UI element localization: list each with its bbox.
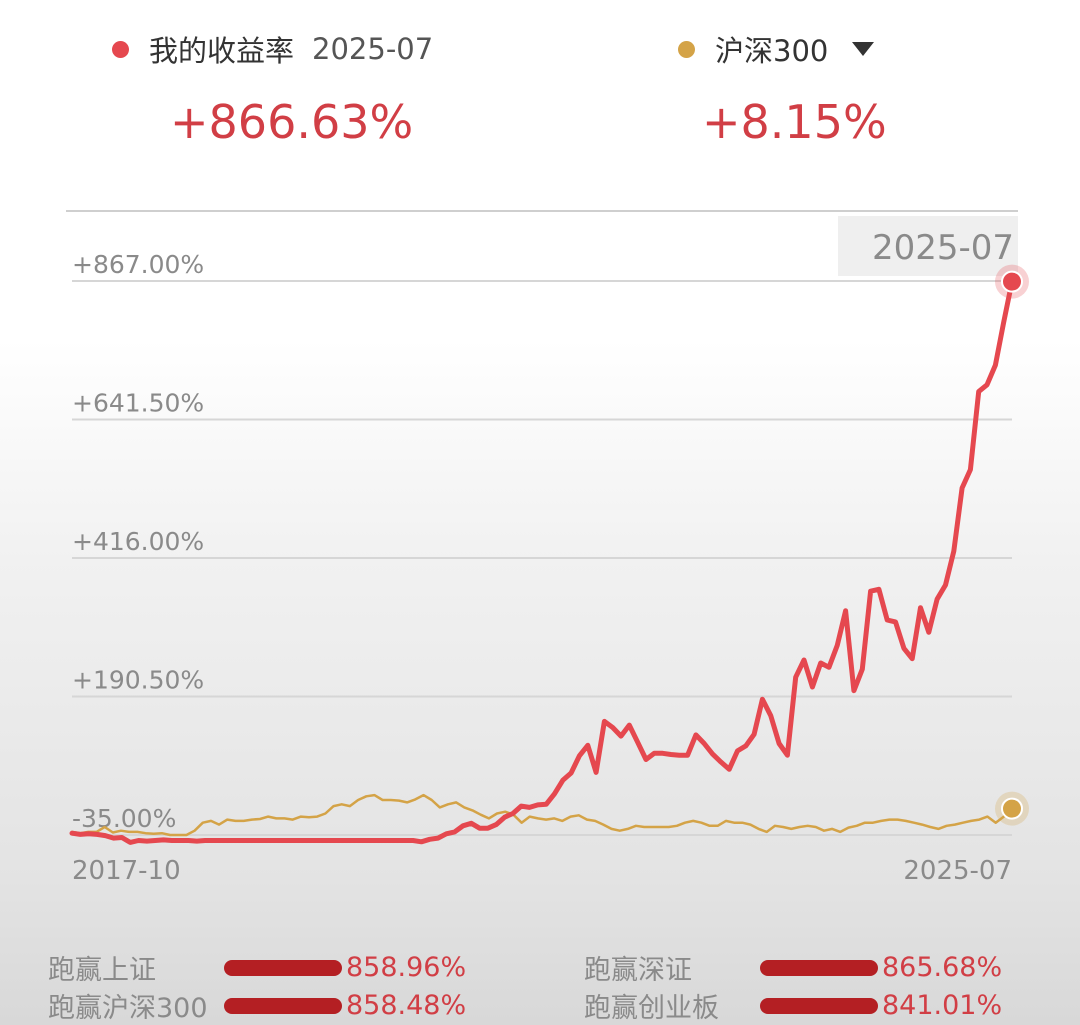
series-lines	[69, 279, 1015, 845]
compare-bar	[760, 997, 878, 1014]
benchmark-end-point	[1001, 797, 1023, 820]
y-tick-label: +867.00%	[72, 250, 204, 279]
compare-row-shenzhen: 跑赢深证 865.68%	[584, 948, 1002, 987]
compare-label: 跑赢创业板	[584, 993, 719, 1024]
x-end-label: 2025-07	[903, 856, 1012, 886]
my-return-label: 我的收益率	[149, 34, 295, 68]
my-return-end-point	[1001, 270, 1023, 293]
compare-bar	[760, 959, 878, 976]
y-tick-label: -35.00%	[72, 804, 176, 833]
compare-value: 858.96%	[346, 952, 467, 983]
compare-bar	[224, 997, 342, 1014]
compare-value: 841.01%	[882, 990, 1003, 1021]
hover-date-box	[838, 216, 1018, 276]
benchmark-line	[70, 793, 1014, 837]
compare-row-chinext: 跑赢创业板 841.01%	[584, 986, 1002, 1025]
return-chart[interactable]: 2025-07 +867.00% +641.50% +416.00% +190.50%…	[0, 200, 1080, 900]
compare-bar	[224, 959, 342, 976]
compare-value: 865.68%	[882, 952, 1003, 983]
compare-label: 跑赢沪深300	[48, 993, 208, 1024]
series-end-markers	[995, 264, 1029, 826]
compare-label: 跑赢上证	[48, 955, 156, 986]
benchmark-return-value: +8.15%	[702, 95, 887, 149]
dropdown-caret-icon[interactable]	[852, 42, 875, 56]
compare-row-csi300: 跑赢沪深300 858.48%	[48, 986, 466, 1025]
legend-my-return[interactable]: 我的收益率 2025-07	[112, 28, 433, 70]
y-tick-label: +416.00%	[72, 527, 204, 556]
period-label: 2025-07	[312, 32, 434, 66]
compare-value: 858.48%	[346, 990, 467, 1021]
my-return-dot-icon	[112, 40, 129, 58]
my-return-line	[69, 279, 1015, 845]
x-start-label: 2017-10	[72, 856, 181, 886]
compare-row-shanghai: 跑赢上证 858.96%	[48, 948, 466, 987]
benchmark-selector[interactable]: 沪深300	[678, 28, 875, 70]
benchmark-dot-icon	[678, 40, 695, 58]
y-tick-labels: +867.00% +641.50% +416.00% +190.50% -35.00%	[72, 250, 204, 833]
compare-label: 跑赢深证	[584, 955, 692, 986]
my-return-value: +866.63%	[170, 95, 414, 149]
y-gridlines	[72, 280, 1012, 836]
y-tick-label: +190.50%	[72, 666, 204, 695]
hover-date-label: 2025-07	[872, 228, 1014, 268]
y-tick-label: +641.50%	[72, 389, 204, 418]
benchmark-label: 沪深300	[715, 34, 829, 68]
